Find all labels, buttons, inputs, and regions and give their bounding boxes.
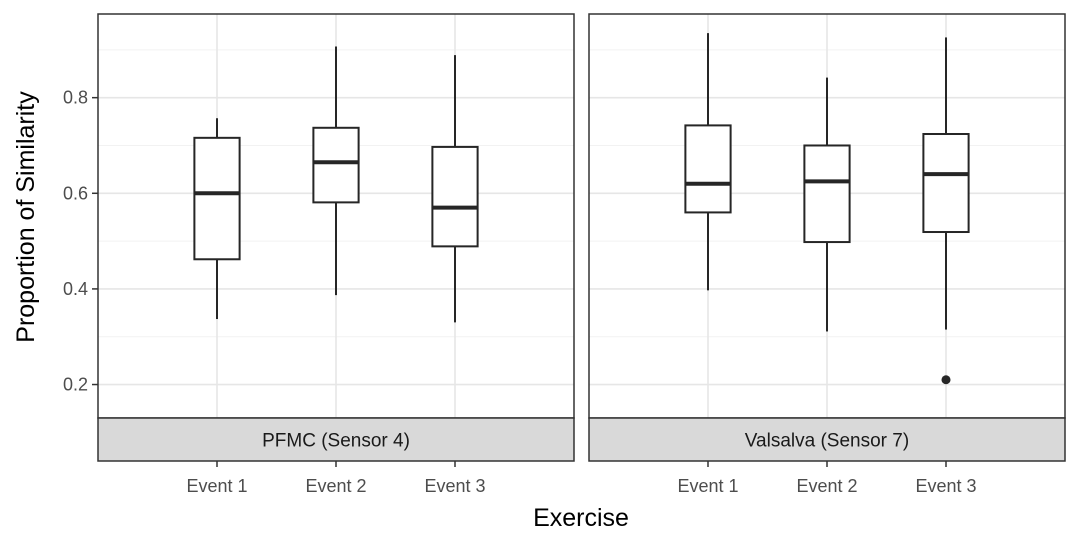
box-event-1	[684, 33, 732, 291]
x-axis: Event 1 Event 2 Event 3 Event 1 Event 2 Event…	[186, 461, 977, 496]
box-iqr	[431, 145, 479, 248]
box-iqr	[193, 136, 241, 261]
x-tick-label: Event 2	[305, 476, 366, 496]
facet-strip	[588, 417, 1066, 462]
box-iqr	[803, 144, 851, 244]
x-tick-label: Event 2	[796, 476, 857, 496]
x-tick-label: Event 3	[915, 476, 976, 496]
facet-strip	[97, 417, 575, 462]
x-axis-title: Exercise	[533, 504, 629, 532]
box-event-1	[193, 118, 241, 320]
x-tick-label: Event 3	[424, 476, 485, 496]
y-tick-label: 0.2	[63, 375, 88, 395]
box-iqr	[684, 124, 732, 214]
box-event-3	[431, 55, 479, 323]
y-axis: 0.2 0.4 0.6 0.8	[63, 88, 98, 395]
facet-panels: PFMC (Sensor 4) Valsalva (Sensor 7)	[97, 13, 1066, 462]
facet-panel-1: PFMC (Sensor 4)	[97, 13, 575, 462]
x-tick-label: Event 1	[677, 476, 738, 496]
y-tick-label: 0.4	[63, 279, 88, 299]
box-event-2	[312, 46, 360, 296]
facet-panel-2: Valsalva (Sensor 7)	[588, 13, 1066, 462]
facet-strip-label: PFMC (Sensor 4)	[262, 431, 410, 452]
box-iqr	[922, 133, 970, 234]
box-iqr	[312, 126, 360, 204]
box-event-3	[922, 37, 970, 385]
box-event-2	[803, 77, 851, 332]
y-tick-label: 0.6	[63, 183, 88, 203]
y-axis-title: Proportion of Similarity	[12, 91, 40, 343]
x-tick-label: Event 1	[186, 476, 247, 496]
facet-strip-label: Valsalva (Sensor 7)	[745, 431, 909, 452]
y-tick-label: 0.8	[63, 88, 88, 108]
outlier-point	[941, 375, 951, 385]
